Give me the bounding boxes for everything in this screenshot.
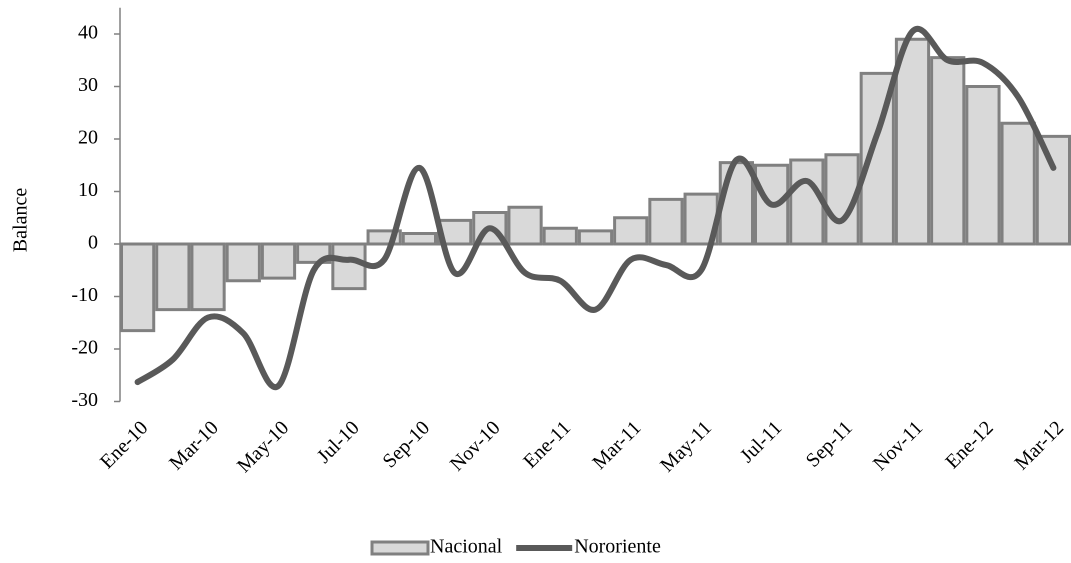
x-tick-label: Nov-11	[869, 417, 927, 475]
x-tick-label: Mar-12	[1010, 417, 1068, 475]
bar	[930, 56, 966, 246]
y-tick-label: 40	[78, 22, 98, 44]
y-tick-label: -20	[71, 337, 98, 359]
bar	[648, 197, 684, 246]
bar	[1000, 121, 1036, 246]
bar	[120, 242, 156, 333]
y-tick-label: 10	[78, 179, 98, 201]
bar	[190, 242, 226, 312]
x-tick-label: Mar-11	[588, 417, 645, 474]
x-tick-label: Jul-11	[736, 417, 786, 467]
x-tick-label: May-11	[656, 417, 716, 477]
x-tick-label: Ene-12	[941, 417, 997, 473]
bar	[613, 216, 649, 246]
bar	[331, 242, 367, 291]
bar	[789, 158, 825, 246]
y-tick-label: 0	[88, 232, 98, 254]
bar	[401, 232, 437, 246]
bar	[225, 242, 261, 283]
x-tick-label: Nov-10	[446, 417, 505, 476]
y-tick-label: 20	[78, 127, 98, 149]
bar	[965, 85, 1001, 246]
bar	[260, 242, 297, 280]
x-tick-label: Sep-11	[802, 417, 857, 472]
x-tick-label: Mar-10	[165, 417, 223, 475]
y-axis-label: Balance	[10, 188, 32, 253]
bar	[894, 37, 931, 246]
legend-label: Nacional	[430, 536, 503, 558]
bar	[718, 161, 754, 246]
y-tick-label: -10	[71, 284, 98, 306]
x-tick-label: Sep-10	[379, 417, 435, 473]
bar	[1035, 134, 1071, 246]
x-tick-label: Ene-11	[519, 417, 575, 473]
bar	[507, 205, 543, 246]
bar	[155, 242, 191, 312]
x-tick-label: Ene-10	[96, 417, 152, 473]
legend-label: Nororiente	[574, 536, 661, 558]
y-tick-label: -30	[71, 389, 98, 411]
bar	[542, 226, 578, 246]
x-tick-label: Jul-10	[313, 417, 364, 468]
line	[134, 25, 1057, 391]
x-tick-label: May-10	[233, 417, 293, 477]
bar	[577, 229, 614, 246]
y-tick-label: 30	[78, 74, 98, 96]
legend-swatch	[370, 540, 430, 556]
